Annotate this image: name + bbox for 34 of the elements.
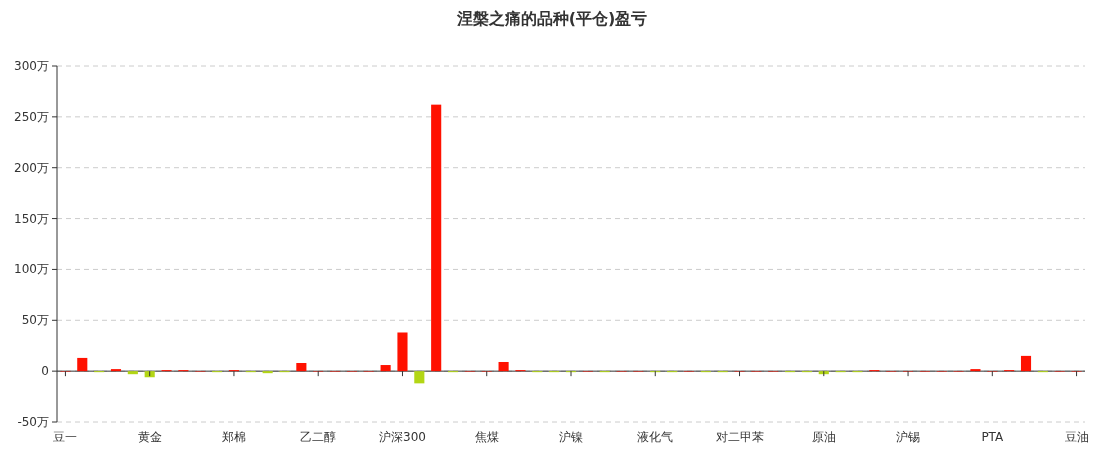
y-tick-label: 100万: [14, 262, 49, 277]
x-tick-label: 郑棉: [221, 430, 246, 444]
bar: [127, 371, 138, 375]
y-tick-label: -50万: [17, 415, 49, 429]
y-tick-label: 150万: [14, 211, 49, 226]
bar: [414, 371, 425, 384]
bar: [498, 361, 509, 372]
bar: [1020, 355, 1032, 372]
x-tick-label: 沪镍: [559, 430, 583, 444]
y-tick-label: 50万: [21, 313, 49, 328]
x-tick-label: 豆一: [53, 430, 78, 444]
x-tick-label: 豆油: [1064, 430, 1089, 444]
bar: [380, 365, 391, 372]
y-tick-label: 200万: [14, 160, 49, 175]
x-tick-label: 焦煤: [474, 430, 499, 444]
y-tick-label: 250万: [14, 109, 49, 124]
x-tick-label: 原油: [811, 430, 836, 444]
x-tick-label: 沪锡: [896, 430, 921, 444]
y-tick-label: 0: [41, 364, 49, 379]
x-tick-label: 液化气: [637, 430, 674, 444]
x-tick-label: 黄金: [137, 430, 162, 444]
x-tick-label: 对二甲苯: [715, 430, 764, 444]
x-tick-label: PTA: [981, 430, 1005, 444]
bar: [970, 369, 981, 372]
bar: [431, 104, 442, 372]
bar: [296, 363, 307, 372]
x-tick-label: 沪深300: [379, 430, 426, 444]
bar: [397, 332, 408, 372]
bar: [110, 369, 122, 372]
y-tick-label: 300万: [14, 59, 49, 73]
chart-title: 涅槃之痛的品种(平仓)盈亏: [455, 9, 648, 28]
bar: [77, 357, 88, 372]
bar: [262, 371, 273, 374]
x-tick-label: 乙二醇: [300, 430, 337, 444]
